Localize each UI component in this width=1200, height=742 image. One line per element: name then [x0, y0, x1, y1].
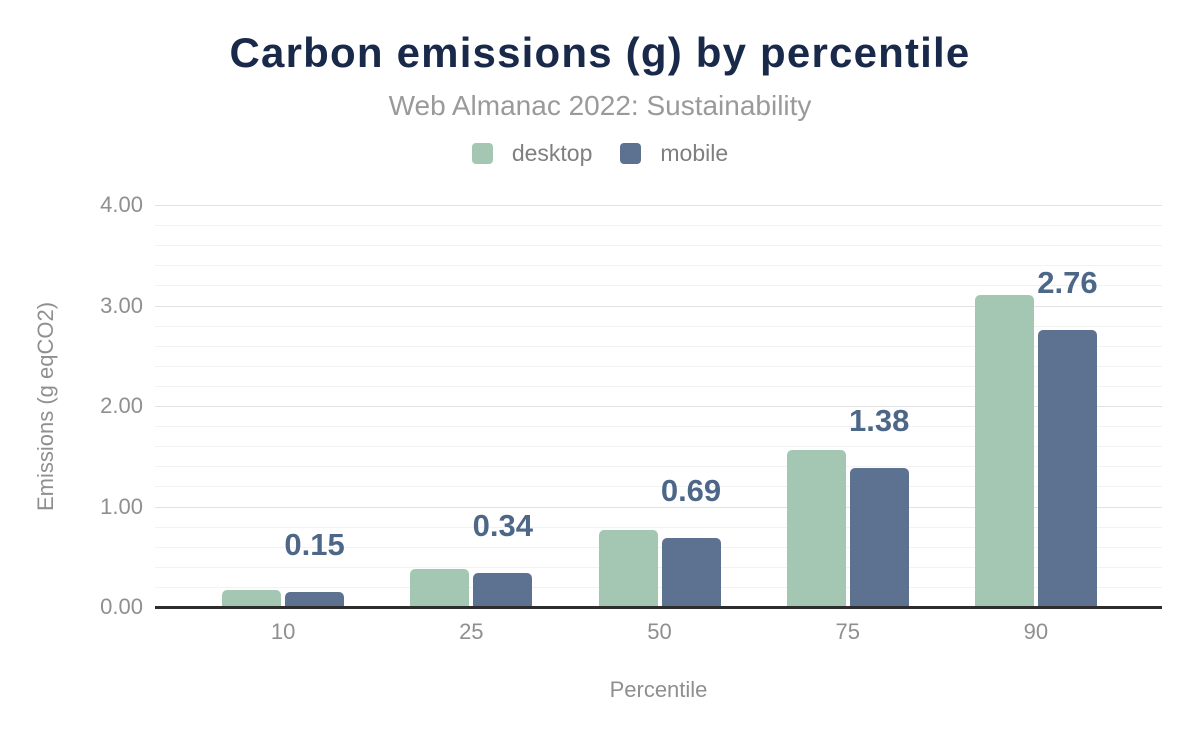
bar-pair-75: 1.38 [786, 205, 910, 607]
gridline [155, 345, 1162, 347]
chart-title: Carbon emissions (g) by percentile [229, 29, 971, 76]
gridline [155, 466, 1162, 468]
gridline [155, 486, 1162, 488]
bar-pair-10: 0.15 [222, 205, 345, 607]
gridline [155, 225, 1162, 227]
bar-group-75: 1.38 [754, 205, 942, 607]
gridline [155, 586, 1162, 588]
bar-group-50: 0.69 [565, 205, 753, 607]
gridline [155, 205, 1162, 206]
gridline [155, 526, 1162, 528]
gridline [155, 245, 1162, 247]
legend-label: mobile [660, 140, 729, 166]
bar-group-10: 0.15 [189, 205, 377, 607]
x-axis-title: Percentile [609, 677, 708, 702]
x-tick-label: 10 [270, 619, 296, 644]
y-tick-label: 2.00 [100, 393, 143, 418]
bar-mobile-25 [473, 572, 533, 607]
bar-desktop-75 [786, 450, 846, 607]
bar-mobile-75 [849, 468, 909, 607]
gridline [155, 385, 1162, 387]
gridline [155, 506, 1162, 508]
value-label: 0.69 [660, 472, 722, 508]
x-tick-label: 75 [835, 619, 860, 644]
x-axis-line [155, 606, 1162, 609]
gridline [155, 305, 1162, 307]
bar-desktop-10 [222, 589, 282, 607]
gridline [155, 446, 1162, 448]
bar-pair-25: 0.34 [410, 205, 533, 607]
bar-desktop-90 [974, 295, 1034, 607]
y-tick-label: 4.00 [100, 192, 143, 217]
legend: desktop mobile [0, 140, 1200, 167]
bar-pair-90: 2.76 [974, 205, 1098, 607]
y-tick-label: 3.00 [100, 292, 143, 318]
bar-desktop-50 [598, 529, 658, 607]
bar-pair-50: 0.69 [598, 205, 722, 607]
legend-swatch-desktop [471, 143, 493, 164]
bar-mobile-50 [661, 537, 721, 607]
gridline [155, 546, 1162, 548]
gridline [155, 566, 1162, 568]
value-label: 1.38 [849, 403, 910, 439]
gridline [155, 426, 1162, 428]
bar-group-90: 2.76 [942, 205, 1130, 607]
value-label: 2.76 [1037, 264, 1098, 300]
value-label: 0.15 [284, 526, 345, 562]
gridline [155, 406, 1162, 407]
x-tick-label: 50 [647, 619, 672, 644]
chart-subtitle: Web Almanac 2022: Sustainability [388, 90, 812, 121]
x-tick-label: 25 [459, 619, 484, 644]
gridline [155, 265, 1162, 267]
legend-swatch-mobile [620, 143, 642, 164]
y-tick-label: 1.00 [100, 493, 143, 519]
gridline [155, 285, 1162, 287]
legend-label: desktop [511, 140, 593, 166]
x-axis-tick-labels: 10 25 50 75 90 [189, 619, 1130, 645]
y-tick-label: 0.00 [100, 594, 143, 619]
legend-item-mobile: mobile [620, 140, 728, 167]
bar-group-25: 0.34 [377, 205, 565, 607]
bar-mobile-90 [1037, 329, 1097, 607]
gridline [155, 325, 1162, 327]
bar-mobile-10 [285, 591, 345, 607]
x-tick-label: 90 [1023, 619, 1049, 644]
gridline [155, 365, 1162, 367]
plot-area: 0.15 0.34 0.69 1.38 2.76 [155, 205, 1162, 609]
bar-desktop-25 [410, 568, 470, 607]
value-label: 0.34 [472, 507, 533, 543]
bars-area: 0.15 0.34 0.69 1.38 2.76 [189, 205, 1130, 607]
legend-item-desktop: desktop [471, 140, 593, 167]
